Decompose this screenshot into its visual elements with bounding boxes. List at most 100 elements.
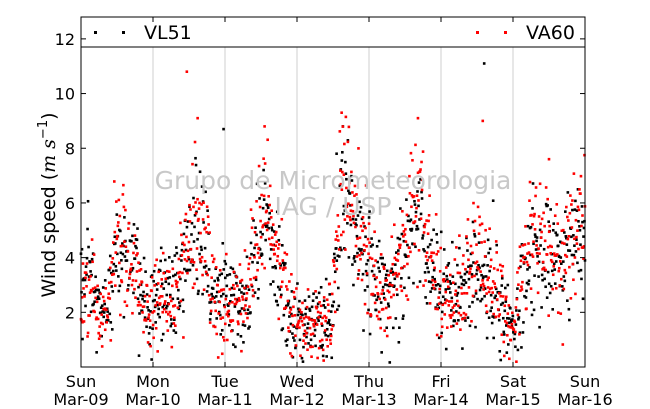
data-point (292, 325, 296, 328)
data-point (524, 296, 528, 299)
data-point (350, 203, 354, 207)
data-point (342, 204, 346, 208)
data-point (333, 310, 337, 314)
data-point (232, 270, 236, 274)
data-point (175, 246, 178, 249)
data-point (568, 249, 572, 252)
data-point (330, 292, 334, 296)
data-point (147, 332, 151, 335)
data-point (581, 220, 584, 224)
data-point (195, 268, 198, 271)
data-point (190, 221, 194, 225)
data-point (119, 251, 123, 255)
data-point (201, 218, 205, 221)
data-point (559, 312, 563, 315)
data-point (130, 262, 133, 266)
data-point (148, 319, 152, 322)
data-point (252, 254, 256, 257)
data-point (417, 204, 420, 208)
data-point (172, 304, 175, 308)
data-point (508, 317, 511, 320)
data-point (90, 289, 93, 293)
data-point (521, 254, 524, 258)
data-point (382, 265, 385, 269)
data-point (473, 234, 477, 238)
data-point (300, 356, 304, 360)
data-point (461, 317, 464, 321)
data-point (85, 256, 89, 260)
data-point (400, 276, 403, 280)
data-point (419, 212, 423, 216)
data-point (517, 283, 520, 286)
x-tick-label-day: Sat (500, 372, 526, 391)
data-point (254, 278, 258, 282)
data-point (449, 291, 452, 294)
data-point (500, 333, 504, 337)
data-point-outlier (482, 62, 486, 65)
data-point (568, 211, 572, 215)
data-point (544, 268, 547, 272)
data-point (265, 228, 269, 232)
data-point (568, 318, 571, 322)
data-point (184, 248, 188, 252)
data-point (230, 329, 233, 333)
data-point (447, 304, 451, 307)
data-point (249, 241, 253, 245)
data-point (216, 278, 220, 282)
data-point (301, 301, 304, 305)
data-point (444, 290, 448, 294)
data-point (89, 275, 92, 278)
data-point (275, 240, 279, 244)
data-point (564, 253, 567, 257)
data-point (200, 248, 203, 252)
data-point (542, 247, 546, 251)
data-point (243, 324, 247, 327)
data-point (262, 194, 266, 198)
data-point (144, 270, 147, 273)
data-point (553, 214, 557, 218)
data-point (402, 235, 405, 238)
data-point (111, 269, 115, 273)
data-point (377, 317, 380, 321)
data-point (534, 248, 538, 251)
data-point (493, 285, 497, 289)
data-point (283, 263, 286, 267)
data-point (549, 258, 553, 262)
data-point (130, 239, 133, 243)
data-point (349, 204, 352, 207)
data-point (248, 256, 252, 260)
data-point (468, 272, 471, 275)
data-point (249, 311, 252, 314)
data-point (318, 339, 322, 343)
data-point (151, 311, 154, 314)
data-point (488, 269, 491, 273)
data-point (466, 241, 469, 245)
data-point (454, 293, 457, 296)
data-point (146, 306, 149, 309)
data-point (364, 226, 367, 230)
data-point (419, 178, 422, 181)
data-point (274, 266, 278, 270)
data-point (562, 228, 565, 232)
data-point (494, 287, 498, 291)
data-point (300, 319, 304, 323)
data-point (402, 314, 405, 318)
data-point (507, 343, 510, 346)
data-point (357, 247, 361, 251)
data-point (85, 262, 89, 265)
data-point (449, 282, 453, 285)
data-point (358, 200, 361, 204)
data-point (420, 160, 423, 164)
data-point (503, 286, 507, 290)
data-point (451, 240, 454, 244)
data-point (513, 332, 517, 336)
data-point (403, 233, 407, 236)
data-point (466, 316, 470, 319)
data-point (387, 290, 391, 294)
data-point (128, 276, 131, 280)
data-point (80, 296, 84, 299)
data-point (190, 258, 194, 261)
data-point (556, 222, 560, 225)
data-point (194, 201, 197, 204)
data-point (531, 207, 534, 210)
